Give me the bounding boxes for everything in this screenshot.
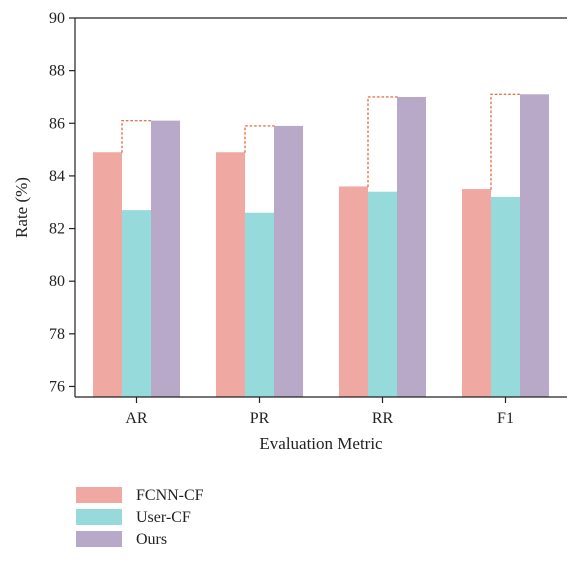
x-tick-label: RR [372, 410, 394, 427]
y-tick-label: 86 [49, 115, 65, 132]
legend-swatch-user-cf [76, 509, 122, 525]
y-tick-label: 90 [49, 10, 65, 27]
bar-ours-pr [274, 125, 303, 397]
bar-fcnn-cf-rr [339, 186, 368, 397]
bars-layer [93, 94, 549, 397]
x-tick-label: PR [250, 410, 270, 427]
y-tick-label: 78 [49, 326, 65, 343]
legend-label-ours: Ours [136, 531, 167, 548]
bar-fcnn-cf-pr [216, 152, 245, 397]
bar-fcnn-cf-f1 [462, 189, 491, 397]
y-tick-label: 80 [49, 273, 65, 290]
bar-ours-rr [397, 96, 426, 397]
legend-label-fcnn-cf: FCNN-CF [136, 487, 204, 504]
y-axis-title: Rate (%) [12, 177, 31, 238]
y-tick-label: 82 [49, 221, 65, 238]
legend: FCNN-CF User-CF Ours [76, 487, 204, 548]
x-tick-label: F1 [497, 410, 514, 427]
legend-swatch-ours [76, 531, 122, 547]
bar-ours-ar [151, 120, 180, 397]
y-tick-label: 88 [49, 63, 65, 80]
bar-user-cf-ar [122, 210, 151, 397]
bar-user-cf-f1 [491, 196, 520, 397]
y-tick-label: 76 [49, 378, 65, 395]
connector-rr [367, 96, 398, 188]
legend-swatch-fcnn-cf [76, 487, 122, 503]
x-tick-label: AR [125, 410, 148, 427]
bar-ours-f1 [520, 94, 549, 397]
connector-pr [244, 125, 275, 153]
ticks-layer: 76 78 80 82 84 86 88 90 AR PR RR F1 [49, 10, 514, 427]
y-tick-label: 84 [49, 168, 65, 185]
bar-fcnn-cf-ar [93, 152, 122, 397]
connector-ar [121, 119, 152, 153]
bar-user-cf-rr [368, 191, 397, 397]
legend-label-user-cf: User-CF [136, 509, 191, 526]
connectors-layer [121, 93, 521, 190]
connector-f1 [490, 93, 521, 190]
bar-user-cf-pr [245, 212, 274, 397]
x-axis-title: Evaluation Metric [259, 434, 383, 453]
